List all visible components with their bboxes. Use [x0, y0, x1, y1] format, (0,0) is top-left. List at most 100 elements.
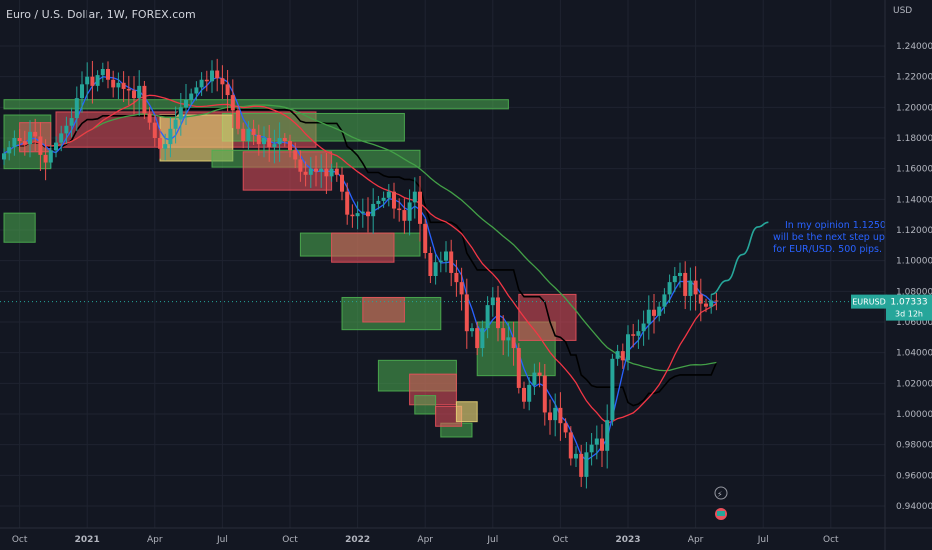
candle-body — [2, 153, 6, 160]
projection-curve — [711, 221, 769, 296]
candle-body — [350, 214, 355, 217]
candle-body — [90, 76, 95, 86]
candle-body — [220, 78, 225, 85]
candle-body — [314, 168, 318, 172]
candle-body — [496, 297, 500, 329]
candle-body — [17, 138, 22, 142]
candle-body — [59, 133, 64, 143]
price-tag-countdown: 3d 12h — [895, 310, 923, 319]
candle-body — [85, 76, 90, 85]
candle-body — [267, 138, 272, 148]
candle-body — [516, 348, 521, 388]
candle-body — [272, 144, 277, 148]
candle-body — [345, 191, 350, 215]
candle-body — [657, 306, 662, 316]
candle-body — [444, 251, 448, 261]
candle-body — [610, 358, 615, 421]
x-tick-label: Oct — [282, 535, 298, 545]
annotation-line: for EUR/USD. 500 pips. — [773, 244, 882, 255]
x-tick-label: 2021 — [75, 535, 100, 545]
candle-body — [522, 387, 526, 402]
candle-body — [485, 305, 490, 329]
candle-body — [392, 191, 396, 209]
x-tick-label: 2023 — [615, 535, 640, 545]
candle-body — [574, 453, 578, 459]
candle-body — [298, 159, 303, 172]
y-tick-label: 1.08000 — [896, 287, 932, 297]
y-tick-label: 1.04000 — [896, 349, 932, 359]
ma-slow-line — [3, 104, 717, 372]
candle-body — [142, 85, 147, 114]
candle-body — [366, 211, 370, 217]
chart-title: Euro / U.S. Dollar, 1W, FOREX.com — [6, 8, 196, 21]
ma-mid-line — [3, 94, 717, 424]
candle-body — [454, 272, 459, 283]
annotation-line: In my opinion 1.1250 — [785, 220, 886, 231]
candle-body — [407, 202, 412, 221]
candle-body — [173, 119, 178, 129]
candle-body — [475, 328, 480, 349]
candle-body — [709, 300, 714, 307]
candle-body — [7, 147, 12, 154]
y-tick-label: 0.96000 — [896, 471, 932, 481]
candle-body — [605, 420, 610, 451]
candle-body — [667, 282, 672, 295]
candle-body — [652, 309, 656, 316]
candle-body — [334, 168, 339, 175]
x-tick-label: Apr — [688, 535, 704, 545]
candle-body — [74, 98, 79, 119]
candle-body — [397, 208, 402, 211]
grid — [0, 0, 885, 528]
y-tick-label: 1.00000 — [896, 410, 932, 420]
candle-body — [423, 223, 428, 253]
candle-body — [69, 118, 74, 126]
candle-body — [438, 260, 443, 263]
candle-body — [693, 280, 698, 295]
candle-body — [501, 328, 506, 341]
y-tick-label: 0.94000 — [896, 502, 932, 512]
candle-body — [329, 168, 334, 177]
price-tag — [886, 294, 932, 321]
candle-body — [147, 113, 152, 123]
candle-body — [106, 69, 110, 80]
candle-body — [542, 375, 547, 413]
candle-body — [293, 150, 298, 160]
candle-body — [418, 191, 422, 224]
zone-green — [3, 99, 509, 110]
candle-body — [168, 128, 173, 145]
candle-body — [527, 384, 532, 402]
x-tick-label: 2022 — [345, 535, 370, 545]
candle-body — [584, 452, 589, 477]
candle-body — [594, 438, 599, 445]
zone-green — [221, 112, 405, 142]
candle-body — [215, 70, 220, 79]
candle-body — [80, 84, 84, 99]
y-tick-label: 1.18000 — [896, 134, 932, 144]
candle-body — [189, 93, 194, 100]
candle-body — [433, 262, 438, 276]
currency-label: USD — [893, 6, 913, 16]
zone-yellow — [455, 401, 478, 423]
candle-body — [678, 272, 682, 276]
candle-body — [158, 138, 162, 149]
y-tick-label: 1.16000 — [896, 165, 932, 175]
baseline-line — [3, 108, 718, 407]
x-tick-label: Oct — [823, 535, 839, 545]
candle-body — [620, 351, 625, 361]
candle-body — [241, 128, 246, 142]
price-tag-value: 1.07333 — [890, 298, 927, 308]
candle-body — [230, 95, 235, 111]
candle-body — [459, 282, 464, 295]
candle-body — [111, 79, 116, 88]
candle-body — [277, 138, 282, 145]
candle-body — [256, 134, 261, 145]
candle-body — [54, 142, 58, 151]
candle-body — [626, 334, 630, 361]
y-tick-label: 0.98000 — [896, 441, 932, 451]
candle-body — [714, 300, 719, 302]
candle-body — [43, 154, 48, 163]
candle-body — [38, 136, 43, 155]
candle-body — [449, 251, 454, 273]
candles — [2, 58, 719, 489]
